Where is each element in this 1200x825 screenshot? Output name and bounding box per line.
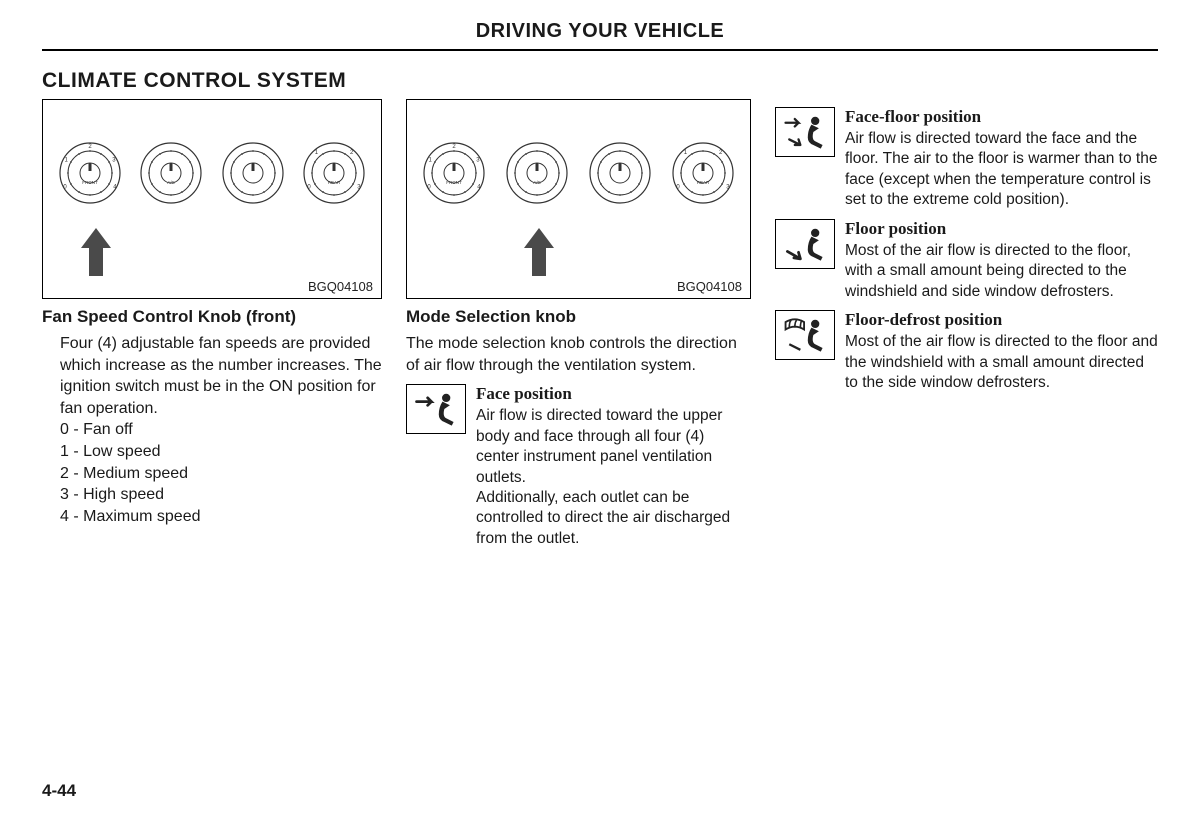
control-dial: A/C — [138, 140, 204, 206]
section-title: CLIMATE CONTROL SYSTEM — [42, 69, 1158, 93]
control-dial: 0123 REAR — [670, 140, 736, 206]
control-dial: 01234 FRONT — [421, 140, 487, 206]
svg-text:FRONT: FRONT — [82, 180, 98, 185]
figure-code: BGQ04108 — [308, 279, 373, 294]
column-3: Face-floor position Air flow is directed… — [775, 99, 1158, 394]
face-icon — [406, 384, 466, 434]
mode-item: Floor position Most of the air flow is d… — [775, 219, 1158, 302]
svg-text:FRONT: FRONT — [447, 180, 463, 185]
mode-item-title: Face position — [476, 384, 751, 404]
floor-defrost-icon — [775, 310, 835, 360]
figure-fan-speed: 01234 FRONT A/C 0123 REAR BGQ04108 — [42, 99, 382, 299]
content-columns: 01234 FRONT A/C 0123 REAR BGQ04108 Fan S… — [42, 99, 1158, 549]
column-2: 01234 FRONT A/C 0123 REAR BGQ04108 Mode … — [406, 99, 751, 549]
floor-icon — [775, 219, 835, 269]
mode-item-title: Face-floor position — [845, 107, 1158, 127]
mode-item-title: Floor-defrost position — [845, 310, 1158, 330]
control-dial — [220, 140, 286, 206]
mode-item-body: Air flow is directed toward the upper bo… — [476, 406, 751, 549]
svg-text:REAR: REAR — [696, 180, 709, 185]
speed-list-item: 1 - Low speed — [60, 441, 382, 463]
page-number: 4-44 — [42, 781, 76, 801]
mode-item-body: Most of the air flow is directed to the … — [845, 332, 1158, 393]
speed-list-item: 4 - Maximum speed — [60, 506, 382, 528]
fan-speed-title: Fan Speed Control Knob (front) — [42, 307, 382, 327]
mode-item-face: Face position Air flow is directed towar… — [406, 384, 751, 549]
figure-mode-select: 01234 FRONT A/C 0123 REAR BGQ04108 — [406, 99, 751, 299]
control-dial: 01234 FRONT — [57, 140, 123, 206]
speed-list-item: 0 - Fan off — [60, 419, 382, 441]
mode-title: Mode Selection knob — [406, 307, 751, 327]
column-1: 01234 FRONT A/C 0123 REAR BGQ04108 Fan S… — [42, 99, 382, 527]
fan-speed-body: Four (4) adjustable fan speeds are provi… — [60, 333, 382, 419]
mode-body: The mode selection knob controls the dir… — [406, 333, 751, 376]
svg-text:A/C: A/C — [167, 180, 175, 185]
face-floor-icon — [775, 107, 835, 157]
svg-text:REAR: REAR — [328, 180, 341, 185]
control-dial: 0123 REAR — [301, 140, 367, 206]
control-dial — [587, 140, 653, 206]
mode-item: Floor-defrost position Most of the air f… — [775, 310, 1158, 393]
svg-text:A/C: A/C — [533, 180, 541, 185]
speed-list-item: 2 - Medium speed — [60, 463, 382, 485]
mode-item-body: Air flow is directed toward the face and… — [845, 129, 1158, 211]
fan-speed-list: 0 - Fan off1 - Low speed2 - Medium speed… — [60, 419, 382, 527]
mode-item-body: Most of the air flow is directed to the … — [845, 241, 1158, 302]
mode-item-title: Floor position — [845, 219, 1158, 239]
figure-code: BGQ04108 — [677, 279, 742, 294]
speed-list-item: 3 - High speed — [60, 484, 382, 506]
control-dial: A/C — [504, 140, 570, 206]
page-header: DRIVING YOUR VEHICLE — [42, 20, 1158, 51]
mode-item: Face-floor position Air flow is directed… — [775, 107, 1158, 211]
